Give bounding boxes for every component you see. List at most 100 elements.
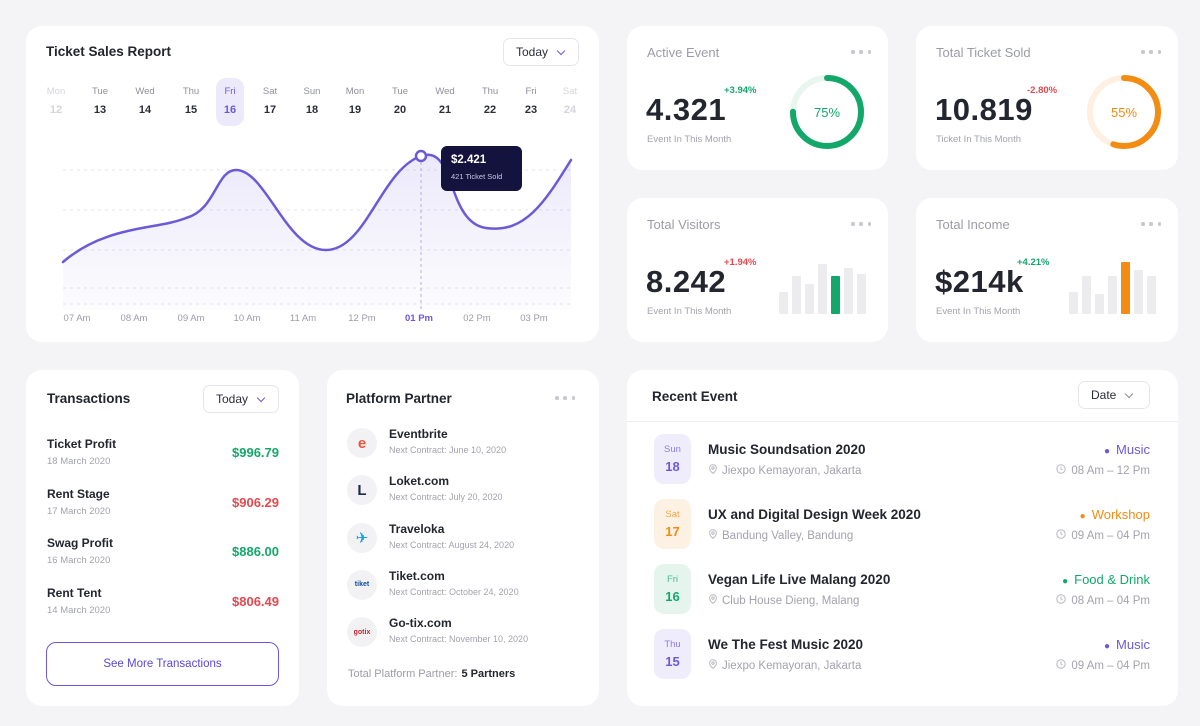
day-date: 24 bbox=[563, 104, 577, 116]
day-name: Fri bbox=[525, 86, 537, 97]
day-name: Wed bbox=[435, 86, 455, 97]
recent-event-divider bbox=[627, 421, 1178, 422]
event-title[interactable]: Vegan Life Live Malang 2020 bbox=[708, 572, 891, 587]
event-time: 08 Am – 04 Pm bbox=[1056, 594, 1150, 607]
event-category[interactable]: ● Music bbox=[1104, 637, 1150, 652]
total-income-subtitle: Event In This Month bbox=[936, 306, 1021, 317]
more-options-icon[interactable] bbox=[851, 49, 871, 55]
time-tick-label: 02 Pm bbox=[463, 313, 491, 324]
day-item[interactable]: Sat 24 bbox=[556, 78, 584, 126]
event-category[interactable]: ● Workshop bbox=[1080, 507, 1150, 522]
transaction-amount: $996.79 bbox=[232, 445, 279, 460]
sales-line bbox=[61, 153, 573, 264]
sales-filter-label: Today bbox=[516, 45, 549, 59]
partner-name[interactable]: Eventbrite bbox=[389, 427, 448, 441]
time-tick-label: 08 Am bbox=[120, 313, 148, 324]
active-event-ring: 75% bbox=[788, 73, 866, 151]
total-ticket-change: -2.80% bbox=[1027, 85, 1058, 96]
partner-name[interactable]: Go-tix.com bbox=[389, 616, 452, 631]
day-item[interactable]: Mon 12 bbox=[42, 78, 70, 126]
income-bar bbox=[1095, 294, 1104, 314]
visitors-bar bbox=[805, 284, 814, 314]
partner-name[interactable]: Traveloka bbox=[389, 521, 445, 536]
time-tick-label: 10 Am bbox=[233, 313, 261, 324]
transaction-name: Rent Tent bbox=[47, 586, 102, 601]
day-name: Tue bbox=[391, 86, 409, 97]
event-location-text: Jiexpo Kemayoran, Jakarta bbox=[722, 464, 862, 477]
event-category-text: Workshop bbox=[1091, 507, 1150, 522]
day-item[interactable]: Mon 19 bbox=[341, 78, 369, 126]
event-category[interactable]: ● Food & Drink bbox=[1062, 572, 1150, 587]
day-name: Sat bbox=[562, 86, 578, 97]
day-item[interactable]: Tue 20 bbox=[386, 78, 414, 126]
sales-filter-dropdown[interactable]: Today bbox=[503, 38, 579, 66]
sales-area bbox=[63, 154, 571, 310]
recent-event-filter-dropdown[interactable]: Date bbox=[1078, 381, 1150, 409]
time-tick-label: 09 Am bbox=[177, 313, 205, 324]
day-item[interactable]: Thu 22 bbox=[476, 78, 504, 126]
day-name: Wed bbox=[135, 86, 155, 97]
partner-logo-icon: e bbox=[347, 428, 377, 458]
tooltip-value: $2.421 bbox=[451, 154, 487, 166]
event-location: Club House Dieng, Malang bbox=[708, 594, 859, 607]
time-tick-label: 12 Pm bbox=[348, 313, 376, 324]
tooltip-subtitle: 421 Ticket Sold bbox=[451, 172, 503, 181]
transaction-date: 16 March 2020 bbox=[47, 555, 111, 567]
event-time-text: 08 Am – 04 Pm bbox=[1071, 594, 1150, 607]
day-name: Sat bbox=[262, 86, 278, 97]
event-title[interactable]: UX and Digital Design Week 2020 bbox=[708, 507, 921, 522]
income-bar bbox=[1108, 276, 1117, 314]
partner-name[interactable]: Loket.com bbox=[389, 474, 450, 489]
highlight-point[interactable] bbox=[414, 149, 428, 163]
event-title[interactable]: Music Soundsation 2020 bbox=[708, 442, 866, 457]
day-item[interactable]: Fri 23 bbox=[517, 78, 545, 126]
day-item[interactable]: Wed 21 bbox=[431, 78, 459, 126]
event-title[interactable]: We The Fest Music 2020 bbox=[708, 637, 864, 652]
transaction-date: 14 March 2020 bbox=[47, 605, 111, 617]
day-name: Sun bbox=[303, 86, 321, 97]
partner-logo-icon: ✈ bbox=[347, 522, 377, 553]
transaction-amount: $886.00 bbox=[232, 544, 279, 560]
income-bar bbox=[1069, 292, 1078, 314]
day-item[interactable]: Tue 13 bbox=[86, 78, 114, 126]
partner-total: Total Platform Partner: 5 Partners bbox=[348, 668, 515, 680]
day-item[interactable]: Thu 15 bbox=[177, 78, 205, 126]
partner-name[interactable]: Tiket.com bbox=[389, 568, 445, 583]
more-options-icon[interactable] bbox=[555, 395, 575, 401]
sales-tooltip: $2.421 421 Ticket Sold bbox=[441, 146, 522, 191]
total-income-title: Total Income bbox=[936, 217, 1010, 232]
transactions-filter-dropdown[interactable]: Today bbox=[203, 385, 279, 413]
total-ticket-percent: 55% bbox=[1110, 104, 1138, 120]
event-category[interactable]: ● Music bbox=[1104, 442, 1150, 457]
day-item[interactable]: Wed 14 bbox=[131, 78, 159, 126]
day-date: 23 bbox=[524, 104, 538, 116]
recent-event-filter-label: Date bbox=[1091, 388, 1117, 402]
total-ticket-title: Total Ticket Sold bbox=[936, 45, 1031, 60]
total-visitors-title: Total Visitors bbox=[647, 217, 721, 232]
event-day: Sun bbox=[664, 444, 681, 455]
event-time: 09 Am – 04 Pm bbox=[1056, 529, 1150, 542]
more-options-icon[interactable] bbox=[1141, 221, 1161, 227]
day-item[interactable]: Fri 16 bbox=[216, 78, 244, 126]
category-dot-icon: ● bbox=[1062, 576, 1069, 587]
active-event-percent: 75% bbox=[813, 104, 841, 120]
active-event-card bbox=[627, 26, 888, 170]
see-more-transactions-button[interactable]: See More Transactions bbox=[46, 642, 279, 686]
day-item[interactable]: Sun 18 bbox=[298, 78, 326, 126]
day-name: Mon bbox=[46, 86, 66, 97]
transaction-name: Ticket Profit bbox=[47, 437, 117, 451]
more-options-icon[interactable] bbox=[1141, 49, 1161, 55]
total-income-value: $214k bbox=[935, 264, 1024, 299]
time-tick-label: 11 Am bbox=[289, 313, 317, 324]
more-options-icon[interactable] bbox=[851, 221, 871, 227]
day-date: 15 bbox=[184, 104, 198, 116]
day-name: Mon bbox=[345, 86, 365, 97]
day-item[interactable]: Sat 17 bbox=[256, 78, 284, 126]
partner-total-label: Total Platform Partner: bbox=[348, 668, 458, 680]
total-visitors-subtitle: Event In This Month bbox=[647, 306, 732, 317]
time-tick-label: 01 Pm bbox=[405, 313, 433, 324]
transaction-date: 18 March 2020 bbox=[47, 456, 111, 467]
day-name: Fri bbox=[224, 86, 236, 97]
partner-logo-icon: tiket bbox=[347, 569, 377, 600]
day-date: 14 bbox=[138, 104, 152, 116]
